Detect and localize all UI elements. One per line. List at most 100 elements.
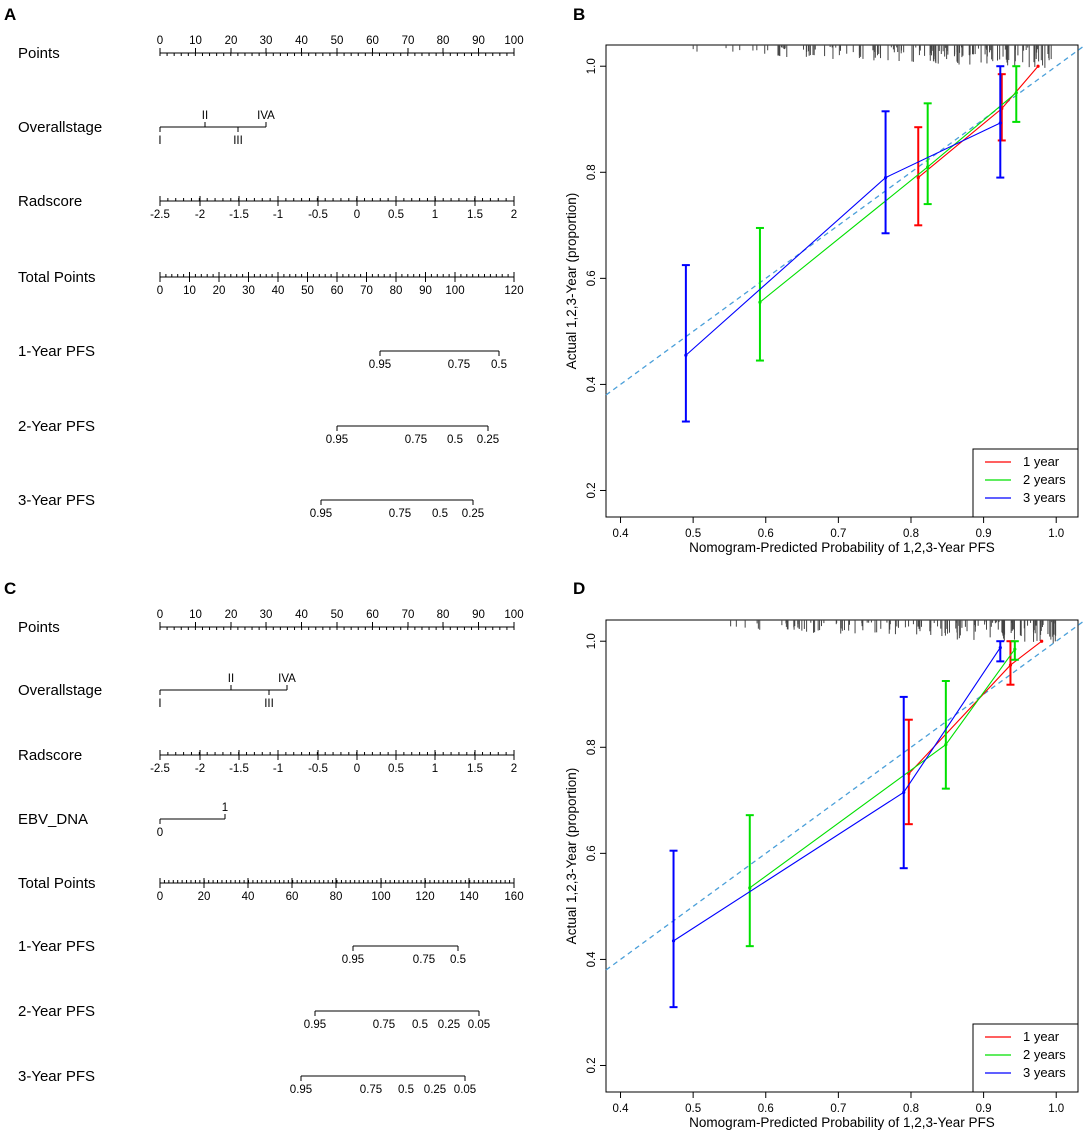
x-tick-label: 0.6 <box>758 1103 774 1115</box>
y-tick-label: 0.8 <box>586 739 598 755</box>
legend-box <box>972 448 1079 518</box>
tick-label: 0.95 <box>310 508 332 520</box>
tick-label: 90 <box>472 35 485 47</box>
row-label-radscore: Radscore <box>18 747 82 764</box>
row-label-overallstage: Overallstage <box>18 119 102 136</box>
x-tick-label: 0.9 <box>976 1103 992 1115</box>
tick-label: 120 <box>504 285 523 297</box>
tick-label: 0.25 <box>438 1019 460 1031</box>
tick-label: 40 <box>242 891 255 903</box>
data-point <box>944 743 948 747</box>
y-tick-label: 0.2 <box>586 482 598 498</box>
tick-label: 0.25 <box>462 508 484 520</box>
tick-label: 30 <box>242 285 255 297</box>
row-label-ebv-dna: EBV_DNA <box>18 811 88 828</box>
prediction-rug <box>692 45 1052 68</box>
plot-frame <box>605 619 1079 1093</box>
y-tick-label: 1.0 <box>586 633 598 649</box>
tick-label: 1.5 <box>467 209 483 221</box>
tick-label: 10 <box>189 35 202 47</box>
tick-label: 100 <box>504 609 523 621</box>
tick-label: 0.75 <box>448 359 470 371</box>
panel-letter-a: A <box>4 5 16 24</box>
tick-label: 20 <box>213 285 226 297</box>
x-tick-label: 0.7 <box>830 528 846 540</box>
y-tick-label: 0.6 <box>586 270 598 286</box>
plot-frame <box>605 44 1079 518</box>
tick-label: 1.5 <box>467 763 483 775</box>
tick-label: -2.5 <box>150 209 170 221</box>
data-point <box>1036 64 1040 68</box>
tick-label: 0.5 <box>388 209 404 221</box>
tick-label: 40 <box>295 609 308 621</box>
tick-label: 100 <box>371 891 390 903</box>
data-point <box>916 175 920 180</box>
data-point <box>1008 663 1013 667</box>
nomogram-row: Radscore -2.5 -2 -1.5 -1 -0.5 0 0.5 1 1.5 2 <box>18 747 517 775</box>
x-axis-title: Nomogram-Predicted Probability of 1,2,3-… <box>689 540 995 555</box>
tick-label: 0.05 <box>454 1084 476 1096</box>
series-2-years <box>745 640 1019 948</box>
tick-label: 0.25 <box>424 1084 446 1096</box>
tick-label: 0 <box>354 209 360 221</box>
tick-label: 60 <box>331 285 344 297</box>
tick-label: -0.5 <box>308 209 328 221</box>
tick-label: -2 <box>195 763 205 775</box>
tick-label: 90 <box>472 609 485 621</box>
tick-label: -0.5 <box>308 763 328 775</box>
row-label-radscore: Radscore <box>18 193 82 210</box>
tick-label: 60 <box>366 609 379 621</box>
tick-label: II <box>228 673 234 685</box>
nomogram-row: 3-Year PFS 0.95 0.75 0.5 0.25 0.05 <box>18 1068 476 1096</box>
x-tick-label: 0.9 <box>976 528 992 540</box>
tick-label: 50 <box>301 285 314 297</box>
data-point <box>748 886 752 890</box>
tick-label: 0 <box>157 609 163 621</box>
x-tick-label: 0.5 <box>685 1103 701 1115</box>
nomogram-row: Points 0 10 20 30 40 50 60 70 80 90 100 <box>18 609 524 636</box>
tick-label: IVA <box>278 673 296 685</box>
x-axis-title: Nomogram-Predicted Probability of 1,2,3-… <box>689 1115 995 1130</box>
tick-label: I <box>158 698 161 710</box>
tick-label: 90 <box>419 285 432 297</box>
series-3-years <box>681 65 1005 423</box>
data-point <box>998 121 1002 125</box>
tick-label: 60 <box>286 891 299 903</box>
tick-label: 80 <box>437 609 450 621</box>
tick-label: 30 <box>260 35 273 47</box>
tick-label: 0.5 <box>398 1084 414 1096</box>
y-tick-label: 0.2 <box>586 1057 598 1073</box>
tick-label: 60 <box>366 35 379 47</box>
legend-box <box>972 1023 1079 1093</box>
series-line <box>673 647 1001 942</box>
tick-label: -2.5 <box>150 763 170 775</box>
tick-label: 0.95 <box>326 434 348 446</box>
tick-label: -2 <box>195 209 205 221</box>
tick-label: 80 <box>330 891 343 903</box>
legend-label: 1 year <box>1023 454 1060 469</box>
legend-label: 2 years <box>1023 472 1066 487</box>
tick-label: 80 <box>437 35 450 47</box>
tick-label: 2 <box>511 209 517 221</box>
data-point <box>1013 647 1017 651</box>
tick-label: III <box>264 698 274 710</box>
data-point <box>671 939 676 943</box>
x-tick-label: 0.8 <box>903 528 919 540</box>
y-tick-label: 0.4 <box>586 376 598 393</box>
tick-label: 0.95 <box>369 359 391 371</box>
tick-label: 0 <box>354 763 360 775</box>
tick-label: 1 <box>222 802 228 814</box>
row-label-points: Points <box>18 619 60 636</box>
tick-label: 20 <box>225 35 238 47</box>
nomogram-row: Total Points 0 10 20 30 40 50 60 70 80 90 100 120 <box>18 269 524 297</box>
tick-label: 10 <box>189 609 202 621</box>
tick-label: I <box>158 135 161 147</box>
tick-label: 140 <box>459 891 478 903</box>
nomogram-row: 3-Year PFS 0.95 0.75 0.5 0.25 <box>18 492 484 520</box>
series-1-year <box>914 64 1040 227</box>
tick-label: -1.5 <box>229 763 249 775</box>
tick-label: 0.95 <box>342 954 364 966</box>
tick-label: 0.5 <box>450 954 466 966</box>
